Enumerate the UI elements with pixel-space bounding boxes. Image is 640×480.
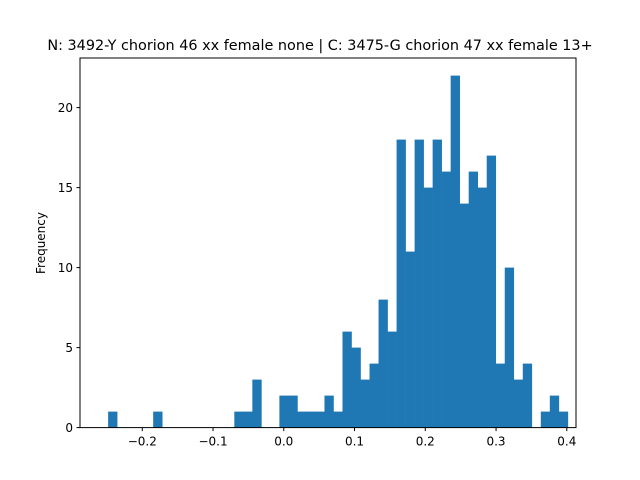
y-tick-label: 0 [65,421,73,435]
y-tick-label: 20 [58,101,73,115]
histogram-bar [540,411,551,428]
histogram-bar [108,411,118,428]
histogram-bar [405,251,415,428]
y-tick-label: 5 [65,341,73,355]
histogram-bar [522,363,533,428]
histogram-bar [414,139,424,428]
histogram-bar [432,139,442,428]
x-tick-label: 0.2 [416,435,435,449]
histogram-bar [288,395,298,428]
bars-group [108,75,569,428]
histogram-bar [243,411,253,428]
x-axis-ticks: −0.2 −0.1 0.0 0.1 0.2 0.3 0.4 [128,427,576,449]
histogram-bar [423,187,433,428]
histogram-bar [504,267,515,428]
histogram-bar [324,395,334,428]
histogram-bar [558,411,569,428]
histogram-bar [441,171,451,428]
x-tick-label: 0.4 [557,435,576,449]
chart-title: N: 3492-Y chorion 46 xx female none | C:… [47,38,592,54]
histogram-bar [153,411,163,428]
histogram-bar [378,299,388,428]
x-tick-label: 0.3 [486,435,505,449]
x-tick-label: −0.2 [128,435,157,449]
y-tick-label: 15 [58,181,73,195]
histogram-bar [306,411,316,428]
histogram-bar [495,363,506,428]
histogram-bar [450,75,460,428]
histogram-bar [387,331,397,428]
histogram-bar [513,379,524,428]
x-tick-label: 0.1 [345,435,364,449]
histogram-bar [315,411,325,428]
histogram-bar [396,139,406,428]
histogram-bar [486,155,497,428]
y-axis-ticks: 0 5 10 15 20 [58,101,80,435]
histogram-bar [342,331,352,428]
histogram-bar [252,379,262,428]
histogram-bar [459,203,469,428]
y-tick-label: 10 [58,261,73,275]
histogram-bar [369,363,379,428]
histogram-bar [477,187,488,428]
histogram-bar [297,411,307,428]
histogram-bar [549,395,560,428]
x-tick-label: 0.0 [274,435,293,449]
y-axis-label: Frequency [34,212,48,274]
x-tick-label: −0.1 [198,435,227,449]
histogram-bar [234,411,244,428]
histogram-bar [351,347,361,428]
histogram-bar [468,171,479,428]
plot-frame [79,57,577,429]
histogram-bar [279,395,289,428]
histogram-bar [360,379,370,428]
histogram-bar [333,411,343,428]
